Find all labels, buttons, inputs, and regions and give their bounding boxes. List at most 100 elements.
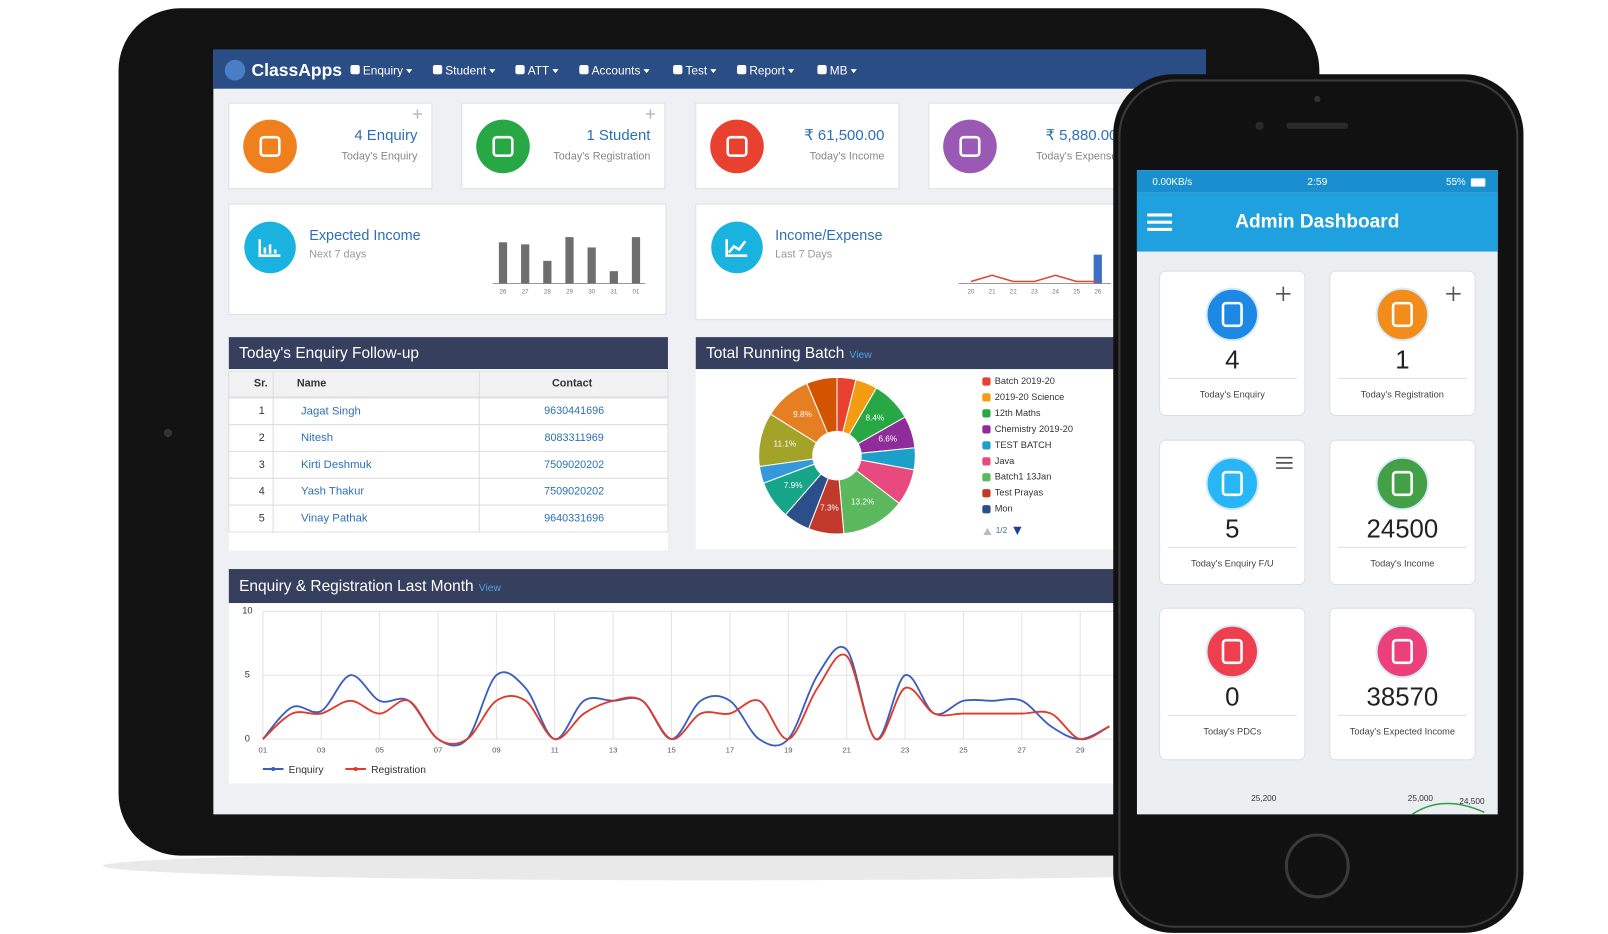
mini-bar [631, 237, 641, 284]
legend-label: Enquiry [289, 765, 325, 776]
mini-x-label: 26 [500, 288, 507, 295]
add-icon[interactable] [412, 109, 423, 119]
tile-add[interactable] [1276, 286, 1291, 302]
legend-label: Batch 2019-20 [995, 376, 1055, 386]
mini-title: Income/Expense [775, 228, 882, 244]
table-cell[interactable]: Nitesh [301, 432, 333, 444]
phone: 0.00KB/s 2:59 55% Admin Dashboard 4 Today's E… [1113, 74, 1524, 933]
stat-label: Today's Expense [1036, 151, 1117, 163]
table-cell: 7509020202 [544, 459, 604, 471]
table-cell: 9640331696 [544, 512, 604, 524]
phone-speaker [1286, 122, 1349, 129]
legend-label: 2019-20 Science [995, 392, 1065, 402]
nav-item[interactable]: Test [673, 63, 717, 77]
table-cell[interactable]: Jagat Singh [301, 405, 361, 417]
table-cell: 5 [259, 512, 265, 524]
phone-camera [1314, 95, 1321, 103]
tile-icon [1375, 287, 1430, 342]
tile-value: 1 [1395, 347, 1409, 375]
tile-label: Today's Expected Income [1350, 726, 1455, 736]
table-cell[interactable]: Vinay Pathak [301, 513, 368, 525]
nav-item[interactable]: Student [432, 63, 496, 77]
panel-title: Total Running Batch [706, 345, 844, 362]
panel-link[interactable]: View [850, 350, 873, 361]
app-header [1136, 192, 1498, 252]
mini-x-label: 27 [522, 288, 529, 295]
status-battery: 55% [1446, 177, 1466, 188]
x-tick-label: 13 [609, 746, 618, 755]
table-row [228, 451, 669, 479]
table-cell[interactable]: Yash Thakur [301, 486, 364, 498]
legend-dot [271, 766, 276, 772]
tile-card [1159, 439, 1306, 586]
mini-x-label: 29 [566, 288, 573, 295]
stat-icon [710, 119, 764, 174]
legend-label: Test Prayas [995, 488, 1044, 498]
dashboard-tile[interactable]: 24500 Today's Income [1329, 439, 1476, 586]
nav-item[interactable]: Report [737, 63, 795, 77]
table-row [228, 397, 669, 426]
pie-label: 7.3% [820, 504, 839, 513]
tile-add[interactable] [1446, 286, 1461, 302]
dashboard-tile[interactable]: 0 Today's PDCs [1159, 607, 1306, 761]
tile-icon [1375, 624, 1430, 679]
dashboard-tile[interactable]: 4 Today's Enquiry [1159, 270, 1306, 416]
x-tick-label: 09 [492, 746, 501, 755]
nav-item[interactable]: Accounts [579, 63, 650, 77]
tile-value: 24500 [1367, 516, 1439, 544]
stat-value: 1 Student [586, 127, 651, 144]
nav-caret [710, 69, 717, 74]
tile-value: 5 [1225, 516, 1239, 544]
legend-swatch [982, 505, 991, 514]
tile-value: 0 [1225, 684, 1239, 712]
tile-card [1159, 270, 1306, 416]
menu-bar [1147, 213, 1172, 217]
tile-icon-glyph [1391, 470, 1413, 497]
x-tick-label: 01 [259, 746, 268, 755]
legend-label: 12th Maths [995, 408, 1041, 418]
shadow [103, 851, 1341, 881]
dashboard-tile[interactable]: 1 Today's Registration [1329, 270, 1476, 416]
legend-next[interactable] [1013, 526, 1022, 536]
add-icon[interactable] [645, 109, 656, 119]
panel-title: Enquiry & Registration Last Month [239, 578, 474, 595]
y-tick-label: 10 [242, 606, 252, 616]
legend-label: TEST BATCH [995, 440, 1052, 450]
legend-swatch [982, 473, 991, 482]
mini-x-label: 26 [1094, 288, 1101, 295]
table-cell[interactable]: Kirti Deshmuk [301, 459, 372, 471]
pie-label: 9.8% [793, 410, 812, 419]
tile-icon-glyph [1221, 301, 1243, 328]
mini-subtitle: Last 7 Days [775, 249, 833, 261]
stat-value: 4 Enquiry [354, 127, 418, 144]
phone-edge [1118, 79, 1519, 928]
table-row [228, 504, 669, 533]
nav-item[interactable]: Enquiry [350, 63, 413, 77]
legend-label: Java [995, 456, 1015, 466]
panel-link[interactable]: View [479, 583, 502, 594]
nav-item[interactable]: ATT [515, 63, 559, 77]
tile-value: 38570 [1367, 684, 1439, 712]
mini-bar [521, 244, 530, 284]
stat-icon [243, 119, 297, 174]
nav-caret [643, 69, 650, 74]
tile-list[interactable] [1276, 456, 1293, 469]
legend-label: Chemistry 2019-20 [995, 424, 1073, 434]
nav-item[interactable]: MB [817, 63, 857, 77]
dashboard-tile[interactable]: 38570 Today's Expected Income [1329, 607, 1476, 761]
nav-icon [817, 65, 827, 75]
stat-value: ₹ 5,880.00 [1046, 127, 1118, 144]
tile-value: 4 [1225, 347, 1239, 375]
tablet: ClassApps Enquiry Student ATT Accounts Test Re… [118, 8, 1320, 856]
mini-line [970, 274, 1098, 283]
tile-label: Today's Registration [1361, 389, 1444, 399]
dashboard-tile[interactable]: 5 Today's Enquiry F/U [1159, 439, 1306, 586]
series-line [262, 653, 1110, 745]
panel-header [695, 337, 1132, 370]
tile-label: Today's PDCs [1203, 726, 1261, 736]
legend-prev[interactable] [983, 527, 992, 536]
table-header: Name [297, 377, 326, 389]
tile-icon-glyph [1221, 470, 1243, 497]
stat-icon [943, 119, 997, 174]
menu-icon[interactable] [1147, 213, 1172, 231]
